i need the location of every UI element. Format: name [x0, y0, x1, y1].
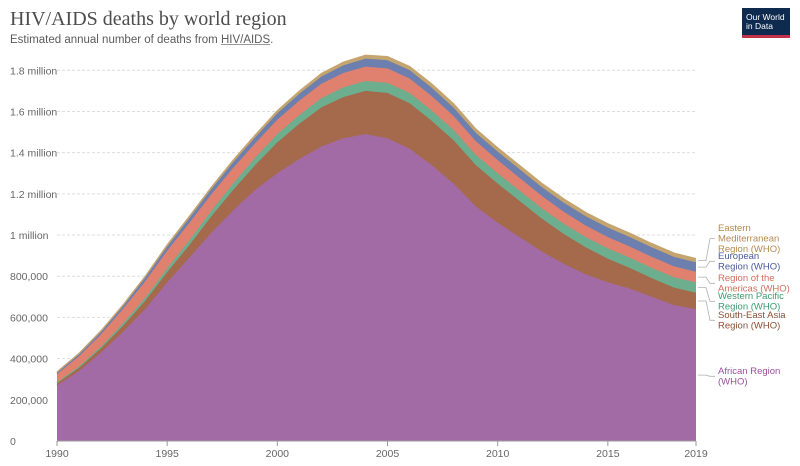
legend-label: Region (WHO) [718, 321, 780, 332]
legend-connector [698, 276, 715, 284]
legend-label: European [718, 251, 759, 262]
area-series-3 [57, 66, 696, 383]
legend-label: (WHO) [718, 377, 748, 388]
x-tick-label: 2019 [684, 448, 708, 460]
chart-title: HIV/AIDS deaths by world region [10, 8, 287, 30]
x-tick-label: 2005 [376, 448, 400, 460]
legend-label: Region (WHO) [718, 262, 780, 273]
legend-connector [698, 238, 715, 261]
hiv-aids-link[interactable]: HIV/AIDS [220, 34, 271, 46]
legend-connector [698, 260, 715, 268]
x-tick-label: 2015 [596, 448, 620, 460]
x-tick-label: 2010 [486, 448, 510, 460]
subtitle-period: . [270, 34, 274, 46]
series-line-5 [56, 54, 697, 373]
subtitle-text: Estimated annual number of deaths from [10, 34, 221, 46]
legend-label: Mediterranean [718, 234, 779, 245]
area-series-1 [57, 90, 696, 386]
area-series-2 [57, 81, 696, 384]
legend-connector [698, 374, 715, 377]
logo-line-2: in Data [746, 21, 773, 31]
legend-label: South-East Asia [718, 310, 786, 321]
y-tick-label: 1.6 million [10, 106, 57, 118]
legend-label: Western Pacific [718, 291, 784, 302]
legend-label: Americas (WHO) [718, 284, 790, 295]
legend-label: African Region [718, 366, 780, 377]
x-tick-label: 1990 [45, 448, 69, 460]
y-tick-label: 1.2 million [10, 189, 57, 201]
area-series-0 [57, 134, 696, 441]
legend-label: Region of the [718, 273, 775, 284]
logo-line-1: Our World [746, 12, 785, 22]
legend-label: Region (WHO) [718, 244, 780, 255]
y-tick-label: 400,000 [10, 354, 48, 366]
y-tick-label: 0 [10, 436, 16, 448]
x-tick-label: 2000 [266, 448, 290, 460]
y-tick-label: 1.4 million [10, 148, 57, 160]
y-tick-label: 1.8 million [10, 65, 57, 77]
y-tick-label: 600,000 [10, 312, 48, 324]
legend-label: Region (WHO) [718, 302, 780, 313]
owid-logo[interactable]: Our World in Data [742, 8, 790, 38]
y-tick-label: 800,000 [10, 271, 48, 283]
chart-subtitle: Estimated annual number of deaths from H… [10, 34, 273, 46]
y-tick-label: 1 million [10, 230, 49, 242]
y-tick-label: 200,000 [10, 395, 48, 407]
legend-label: Eastern [718, 223, 751, 234]
legend-connector [698, 287, 715, 302]
x-tick-label: 1995 [155, 448, 179, 460]
legend-connector [698, 300, 715, 321]
